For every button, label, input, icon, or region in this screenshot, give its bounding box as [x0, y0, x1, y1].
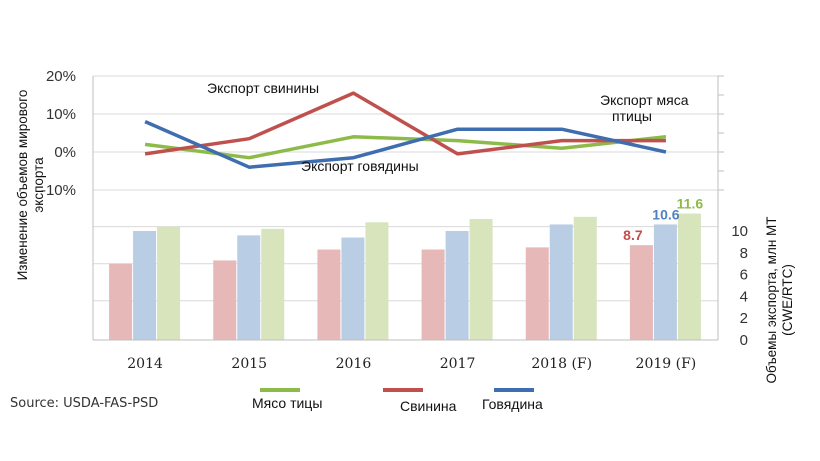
left-axis-title-line2: экспорта	[31, 157, 46, 213]
line-annotation-poultry-line1: Экспорт мяса	[600, 92, 689, 108]
right-tick-label: 4	[740, 288, 748, 305]
right-tick-label: 8	[740, 245, 748, 262]
bar-pork	[109, 263, 133, 340]
bar-beef	[549, 224, 573, 340]
category-label: 2018 (F)	[531, 356, 592, 372]
left-axis-title-line1: Изменение объемов мирового	[15, 90, 30, 281]
left-tick-label: -10%	[41, 182, 76, 199]
bar-pork	[421, 249, 445, 340]
data-label-beef: 10.6	[652, 206, 679, 222]
left-tick-label: 0%	[54, 144, 76, 161]
bar-poultry	[469, 219, 493, 340]
line-annotation-poultry-line2: птицы	[612, 108, 652, 124]
line-annotation-poultry: Экспорт мяса птицы	[600, 92, 689, 124]
left-tick-label: 10%	[46, 106, 76, 123]
category-label: 2014	[127, 356, 163, 372]
bar-poultry	[365, 222, 389, 340]
bar-pork	[317, 249, 341, 340]
line-annotation-beef: Экспорт говядины	[301, 158, 419, 174]
category-label: 2015	[231, 356, 267, 372]
category-label: 2016	[336, 356, 372, 372]
bar-beef	[445, 231, 469, 340]
bar-poultry	[261, 228, 285, 340]
bar-beef	[237, 235, 261, 340]
lines	[144, 91, 667, 169]
bar-poultry	[573, 216, 597, 340]
bar-pork	[629, 245, 653, 340]
bar-pork	[213, 260, 237, 340]
line-annotation-pork: Экспорт свинины	[207, 80, 319, 96]
legend: Мясо тицы Свинина Говядина	[252, 388, 543, 414]
line-poultry	[144, 135, 667, 160]
left-axis-title: Изменение объемов мировогоэкспорта	[15, 90, 46, 281]
ticks: 20% 10% 0% -10% 10 8 6 4 2 0 2014 2015 2016 2017 2018 …	[41, 68, 748, 372]
data-label-pork: 8.7	[623, 227, 643, 243]
right-tick-label: 0	[740, 332, 748, 349]
category-label: 2017	[440, 356, 476, 372]
data-label-poultry: 11.6	[677, 196, 704, 212]
bar-poultry	[157, 226, 181, 340]
bar-beef	[653, 224, 677, 340]
right-axis-title-line1: Объемы экспорта, млн МТ	[764, 216, 779, 383]
legend-label-pork: Свинина	[400, 398, 457, 414]
category-label: 2019 (F)	[636, 356, 697, 372]
left-tick-label: 20%	[46, 68, 76, 85]
bar-beef	[341, 237, 365, 340]
line-beef	[144, 119, 667, 169]
right-tick-label: 6	[740, 267, 748, 284]
legend-label-beef: Говядина	[482, 396, 543, 412]
line-pork	[144, 91, 666, 156]
right-axis-title: Объемы экспорта, млн МТ(CWE/RTC)	[764, 216, 795, 383]
right-tick-label: 10	[731, 223, 748, 240]
right-tick-label: 2	[740, 310, 748, 327]
right-axis-title-line2: (CWE/RTC)	[780, 264, 795, 336]
legend-label-poultry: Мясо тицы	[252, 395, 322, 411]
axes	[92, 76, 719, 341]
bar-beef	[133, 231, 157, 340]
bars: 8.7 10.611.6	[109, 196, 703, 340]
bar-poultry	[677, 213, 701, 340]
bar-pork	[525, 247, 549, 340]
source-note: Source: USDA-FAS-PSD	[10, 396, 158, 411]
